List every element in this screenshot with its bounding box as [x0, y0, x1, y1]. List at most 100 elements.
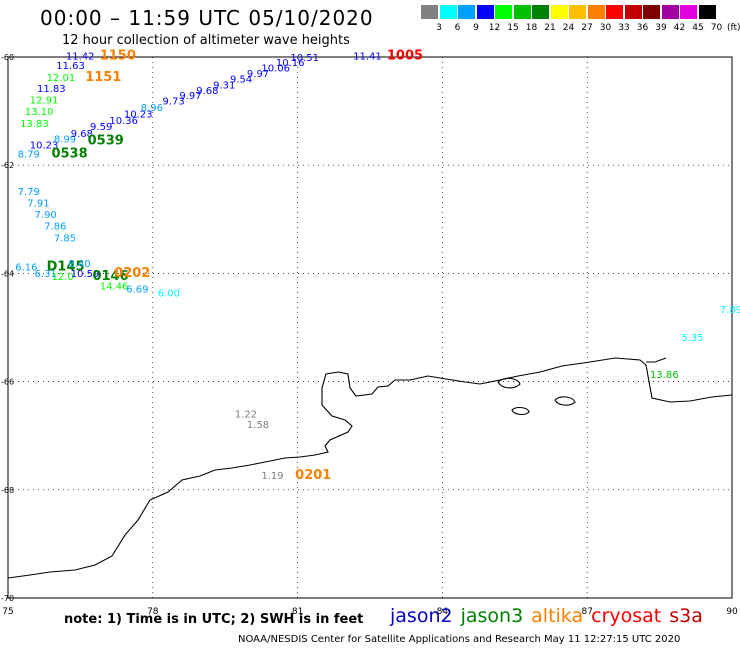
- wave-height-label: 8.40: [68, 259, 90, 270]
- legend-label: 21: [544, 23, 556, 33]
- island-small: [511, 407, 530, 415]
- wave-height-label: 5.35: [681, 333, 703, 344]
- legend-swatch: [476, 5, 494, 19]
- lon-tick-label: 78: [147, 607, 159, 617]
- lat-tick-label: -62: [1, 161, 14, 170]
- wave-height-label: 11.63: [56, 61, 85, 72]
- wave-height-label: 9.68: [196, 86, 218, 97]
- legend-swatch: [421, 5, 438, 19]
- lat-tick-label: -64: [1, 269, 14, 278]
- lat-tick-label: -66: [1, 378, 14, 387]
- lon-tick-label: 90: [726, 607, 738, 617]
- wave-height-label: 14.46: [100, 282, 129, 293]
- legend-swatch: [550, 5, 568, 19]
- legend-swatch: [495, 5, 512, 19]
- wave-height-label: 13.86: [650, 370, 679, 381]
- legend-label: 18: [525, 23, 538, 33]
- legend-swatch: [569, 5, 586, 19]
- wave-height-label: 9.68: [71, 129, 93, 140]
- wave-height-label: 10.16: [276, 58, 305, 69]
- legend-label: 3: [436, 23, 442, 33]
- wave-height-label: 11.41: [353, 52, 382, 63]
- wave-height-label: 8.99: [54, 134, 76, 145]
- antarctic-coastline: [7, 357, 733, 579]
- legend-swatch: [532, 5, 549, 19]
- wave-height-label: 10.36: [109, 116, 138, 127]
- lon-tick-label: 75: [2, 607, 13, 617]
- legend-label: 27: [581, 23, 593, 33]
- wave-height-label: 12.91: [30, 96, 59, 107]
- legend-label: 45: [692, 23, 704, 33]
- wave-height-label: 9.97: [179, 91, 201, 102]
- pass-time-label: 0539: [88, 134, 124, 149]
- pass-time-label: D145: [47, 260, 85, 275]
- satellite-cryosat: cryosat: [591, 605, 662, 627]
- wave-height-label: 12.01: [47, 73, 76, 84]
- wave-height-label: 6.69: [126, 284, 148, 295]
- wave-height-label: 10.23: [30, 140, 59, 151]
- lat-tick-label: -70: [1, 594, 14, 603]
- legend-label: 30: [599, 23, 612, 33]
- legend-label: 70: [710, 23, 723, 33]
- satellite-altika: altika: [531, 605, 584, 627]
- legend-label: 15: [507, 23, 519, 33]
- pass-time-label: 0538: [51, 147, 87, 162]
- lon-tick-label: 84: [437, 607, 449, 617]
- wave-height-label: 9.31: [213, 80, 235, 91]
- pass-time-label: 0146: [92, 269, 128, 284]
- legend-swatch: [439, 5, 457, 19]
- coastline: [7, 357, 733, 579]
- wave-height-label: 9.54: [230, 74, 252, 85]
- legend-swatch: [458, 5, 475, 19]
- wave-height-label: 8.96: [141, 103, 163, 114]
- legend-label: 33: [618, 23, 630, 33]
- wave-height-label: 8.79: [18, 150, 40, 161]
- wave-height-label: 10.23: [124, 110, 153, 121]
- wave-height-label: 7.91: [27, 198, 49, 209]
- wave-height-label: 9.73: [162, 97, 184, 108]
- wave-height-label: 1.58: [247, 420, 269, 431]
- pass-time-label: 1005: [387, 49, 423, 64]
- legend-swatch: [587, 5, 605, 19]
- wave-height-label: 1.22: [235, 409, 257, 420]
- map-title: 00:00 – 11:59 UTC 05/10/2020: [40, 6, 374, 30]
- lon-tick-label: 87: [581, 607, 592, 617]
- satellite-legend: jason2 jason3 altika cryosat s3a: [390, 605, 711, 627]
- legend-swatch: [643, 5, 660, 19]
- lon-tick-label: 81: [292, 607, 303, 617]
- legend-swatch: [513, 5, 531, 19]
- legend-swatch: [661, 5, 679, 19]
- wave-height-label: 1.19: [261, 471, 283, 482]
- legend-swatch: [698, 5, 716, 19]
- wave-height-label: 9.59: [90, 122, 112, 133]
- wave-height-label: 10.06: [261, 64, 290, 75]
- wave-height-label: 7.86: [44, 222, 66, 233]
- legend-label: 6: [454, 23, 461, 33]
- wave-height-label: 9.97: [247, 69, 269, 80]
- legend-label: 39: [655, 23, 667, 33]
- legend-label: 42: [673, 23, 686, 33]
- credit-line: NOAA/NESDIS Center for Satellite Applica…: [238, 634, 681, 645]
- pass-time-label: 1150: [100, 49, 136, 64]
- wave-height-label: 13.10: [25, 107, 54, 118]
- lat-tick-label: -68: [1, 486, 14, 495]
- wave-height-label: 7.85: [54, 233, 76, 244]
- island-west: [497, 377, 521, 389]
- wave-height-label: 12.0: [51, 272, 73, 283]
- satellite-s3a: s3a: [669, 605, 703, 627]
- wave-height-label: 7.90: [35, 210, 57, 221]
- satellite-jason2: jason2: [390, 605, 453, 627]
- wave-height-label: 11.83: [37, 84, 66, 95]
- legend-swatch: [606, 5, 623, 19]
- legend-label: 36: [636, 23, 649, 33]
- graticule-grid: 75 78 81 84 87 90 -60 -62 -64 -66 -68 -70: [1, 53, 738, 617]
- pass-time-label: 0201: [295, 468, 331, 483]
- wave-height-label: 7.89: [720, 305, 740, 316]
- legend-swatch: [624, 5, 642, 19]
- legend-swatch: [680, 5, 697, 19]
- legend-label: 9: [473, 23, 479, 33]
- map-subtitle: 12 hour collection of altimeter wave hei…: [62, 33, 350, 48]
- wave-height-label: 10.51: [290, 53, 319, 64]
